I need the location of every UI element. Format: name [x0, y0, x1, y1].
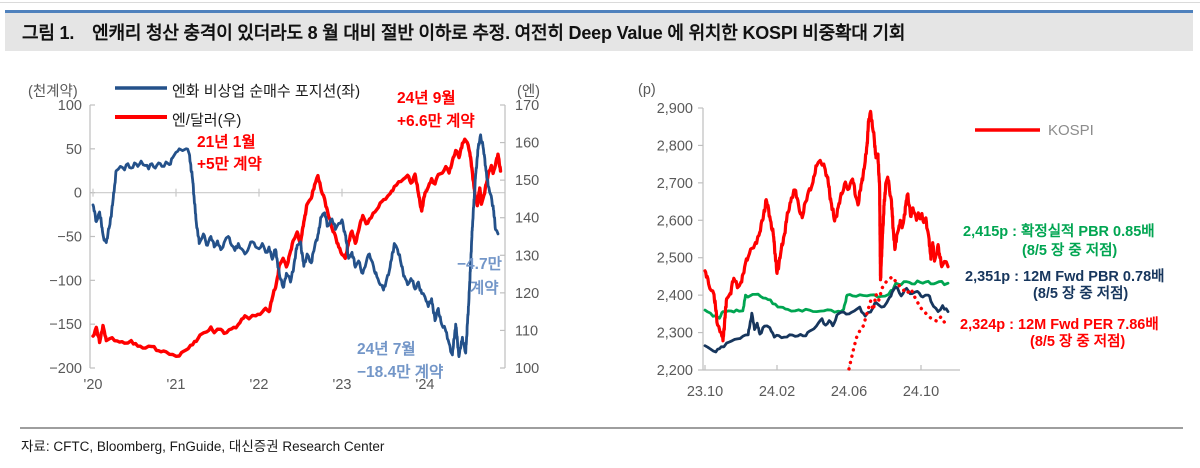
y-axis-tick-label: 2,700 [657, 176, 693, 192]
chart-annotation: 2,324p : 12M Fwd PER 7.86배 [960, 316, 1159, 333]
x-axis-tick-label: 24.06 [831, 384, 867, 400]
kospi-line [703, 109, 950, 343]
x-axis-tick-label: 23.10 [687, 384, 723, 400]
chart-annotation: −18.4만 계약 [357, 362, 443, 381]
y-axis-tick-label: 2,200 [657, 363, 693, 379]
chart-annotation: +5만 계약 [197, 154, 262, 173]
x-axis-tick-label: '23 [333, 377, 352, 393]
right-axis-unit-label: (엔) [517, 83, 540, 100]
y-axis-unit-label: (p) [638, 82, 656, 98]
kospi-valuation-chart: 2,900 2,800 2,700 2,600 2,500 2,400 2,300 2,200… [630, 72, 1200, 407]
yen-net-position-line [91, 133, 500, 358]
fwd-per-line [847, 275, 947, 371]
y-axis-tick-label: 2,300 [657, 326, 693, 342]
top-hairline [0, 2, 1200, 3]
legend-label: 엔/달러(우) [172, 112, 241, 129]
y-axis-tick-label: 2,600 [657, 213, 693, 229]
usdjpy-line [91, 137, 503, 358]
chart-annotation: 2,415p : 확정실적 PBR 0.85배 [963, 222, 1155, 240]
right-axis-tick-label: 120 [515, 286, 539, 302]
chart-annotation: −4.7만 [457, 255, 503, 273]
trailing-pbr-line [703, 279, 950, 320]
left-axis-tick-label: 100 [58, 98, 82, 114]
left-axis-tick-label: −150 [49, 317, 82, 333]
x-axis-tick-label: 24.02 [759, 384, 795, 400]
y-axis-tick-label: 2,800 [657, 138, 693, 154]
right-axis-tick-label: 170 [515, 98, 539, 114]
left-axis-tick-label: −200 [49, 361, 82, 377]
y-axis-tick-label: 2,400 [657, 288, 693, 304]
right-axis-tick-label: 100 [515, 361, 539, 377]
left-axis-tick-label: −50 [57, 230, 82, 246]
y-axis-tick-label: 2,900 [657, 101, 693, 117]
x-axis-tick-label: 24.10 [903, 384, 939, 400]
yen-position-chart: 100 50 0 −50 −100 −150 −200 170 160 150 140 130 120 1… [20, 72, 600, 404]
chart-annotation: 계약 [470, 278, 499, 297]
chart-annotation: 2,351p : 12M Fwd PBR 0.78배 [965, 268, 1165, 285]
chart-annotation: (8/5 장 중 저점) [1030, 332, 1125, 350]
right-axis-tick-label: 150 [515, 173, 539, 189]
chart-annotation: (8/5 장 중 저점) [1033, 284, 1128, 302]
fwd-pbr-line [703, 285, 950, 354]
chart-annotation: +6.6만 계약 [397, 111, 475, 130]
left-axis-tick-label: −100 [49, 273, 82, 289]
left-axis-tick-label: 0 [74, 186, 82, 202]
right-axis-tick-label: 130 [515, 248, 539, 264]
x-axis-tick-label: '20 [84, 377, 103, 393]
legend-label: KOSPI [1048, 122, 1094, 139]
figure-header: 그림 1. 엔캐리 청산 충격이 있더라도 8 월 대비 절반 이하로 추정. … [5, 10, 1193, 51]
x-axis-tick-label: '21 [167, 377, 186, 393]
chart-annotation: 21년 1월 [197, 132, 256, 151]
left-axis-tick-label: 50 [66, 142, 82, 158]
figure-title: 엔캐리 청산 충격이 있더라도 8 월 대비 절반 이하로 추정. 여전히 De… [92, 23, 906, 43]
y-axis-tick-label: 2,500 [657, 251, 693, 267]
yen-position-chart-svg: 100 50 0 −50 −100 −150 −200 170 160 150 140 130 120 1… [28, 83, 540, 393]
right-axis-tick-label: 140 [515, 211, 539, 227]
figure-label: 그림 1. [22, 23, 75, 43]
source-note: 자료: CFTC, Bloomberg, FnGuide, 대신증권 Resea… [21, 439, 385, 454]
chart-annotation: 24년 7월 [357, 339, 416, 358]
left-axis-unit-label: (천계약) [28, 83, 78, 100]
x-axis-tick-label: '22 [250, 377, 269, 393]
x-axis-tick-label: '24 [416, 377, 435, 393]
chart-annotation: (8/5 장 중 저점) [1022, 241, 1117, 259]
right-axis-tick-label: 160 [515, 136, 539, 152]
right-axis-tick-label: 110 [515, 323, 538, 339]
footer-divider [20, 427, 1183, 429]
kospi-valuation-chart-svg: 2,900 2,800 2,700 2,600 2,500 2,400 2,300 2,200… [638, 82, 1165, 400]
legend-label: 엔화 비상업 순매수 포지션(좌) [172, 83, 360, 100]
chart-annotation: 24년 9월 [397, 88, 456, 107]
